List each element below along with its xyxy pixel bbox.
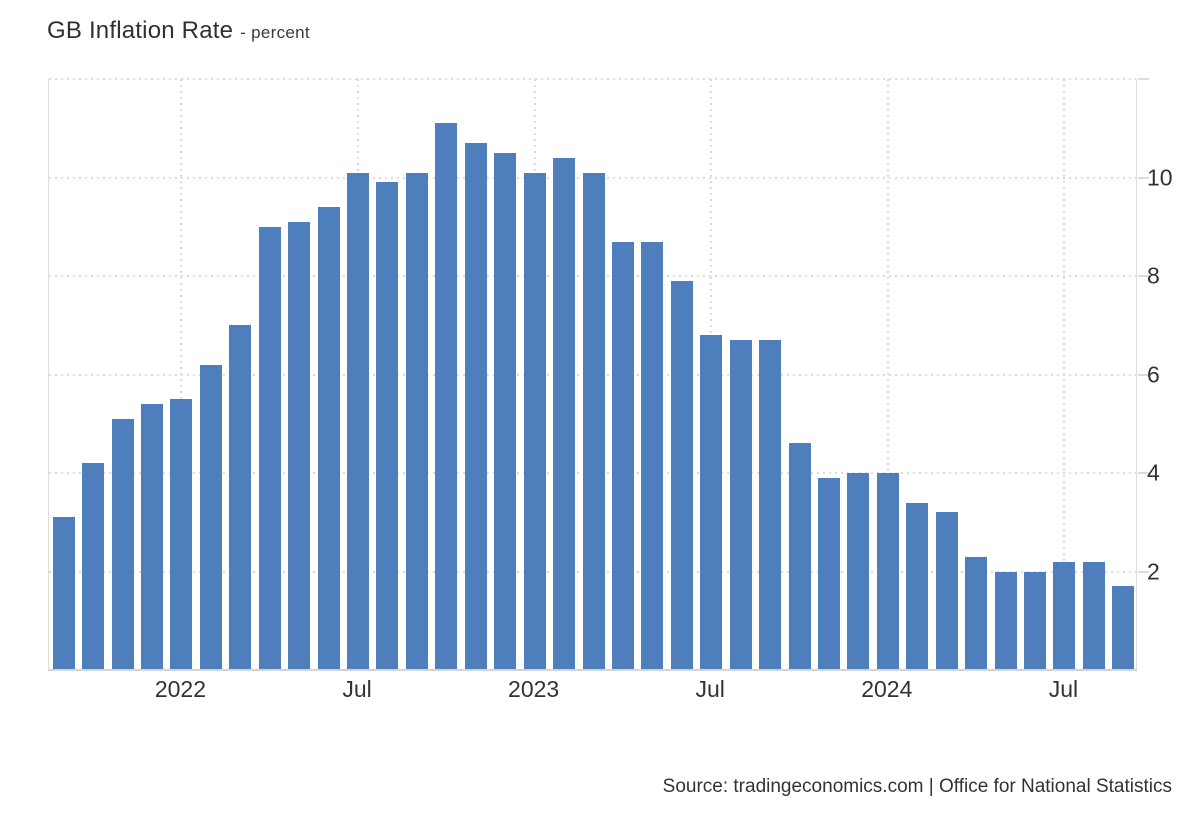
bar-jul-2024[interactable] xyxy=(1053,561,1076,670)
bar-nov-2021[interactable] xyxy=(111,418,134,670)
bar-jul-2023[interactable] xyxy=(700,335,723,670)
bar-feb-2024[interactable] xyxy=(906,502,929,670)
bar-oct-2021[interactable] xyxy=(82,463,105,670)
v-gridline-jul xyxy=(1063,79,1066,670)
x-axis-line xyxy=(48,669,1137,671)
bar-dec-2022[interactable] xyxy=(494,152,517,670)
chart-title-text: GB Inflation Rate xyxy=(47,17,234,44)
bar-sep-2024[interactable] xyxy=(1112,586,1135,670)
bar-jan-2023[interactable] xyxy=(523,172,546,670)
bar-may-2023[interactable] xyxy=(641,241,664,670)
x-axis-label-2024-28: 2024 xyxy=(861,676,913,702)
bar-may-2024[interactable] xyxy=(994,571,1017,670)
bar-apr-2023[interactable] xyxy=(611,241,634,670)
bar-feb-2022[interactable] xyxy=(199,364,222,670)
bar-sep-2023[interactable] xyxy=(759,340,782,670)
x-axis-label-jul-22: Jul xyxy=(695,676,725,702)
x-axis-label-2022-4: 2022 xyxy=(154,676,207,702)
y-axis-label-6: 6 xyxy=(1147,361,1160,387)
bar-aug-2023[interactable] xyxy=(729,340,752,670)
y-axis-label-10: 10 xyxy=(1147,164,1173,190)
bar-jan-2022[interactable] xyxy=(170,399,193,670)
h-gridline-12 xyxy=(49,78,1136,80)
bar-mar-2023[interactable] xyxy=(582,172,605,670)
bar-oct-2023[interactable] xyxy=(788,443,811,670)
bar-oct-2022[interactable] xyxy=(435,123,458,670)
bar-apr-2024[interactable] xyxy=(965,556,988,670)
bar-dec-2023[interactable] xyxy=(847,473,870,670)
x-axis-label-jul-10: Jul xyxy=(342,676,372,702)
bar-may-2022[interactable] xyxy=(288,221,311,670)
bar-sep-2021[interactable] xyxy=(52,517,75,670)
bar-jan-2024[interactable] xyxy=(876,473,899,670)
bar-aug-2024[interactable] xyxy=(1082,561,1105,670)
y-axis-label-8: 8 xyxy=(1147,262,1160,289)
y-axis-label-2: 2 xyxy=(1147,558,1160,584)
y-tick-mark-6 xyxy=(1138,373,1149,376)
bar-mar-2022[interactable] xyxy=(229,325,252,670)
bar-nov-2022[interactable] xyxy=(464,143,487,670)
bar-aug-2022[interactable] xyxy=(376,182,399,670)
bar-jun-2024[interactable] xyxy=(1023,571,1046,670)
bar-sep-2022[interactable] xyxy=(405,172,428,670)
x-axis-label-2023-16: 2023 xyxy=(508,676,560,702)
y-tick-mark-10 xyxy=(1138,176,1149,179)
y-tick-mark-12 xyxy=(1138,78,1149,80)
bar-jun-2023[interactable] xyxy=(670,280,693,670)
y-tick-mark-2 xyxy=(1138,570,1149,573)
chart-title: GB Inflation Rate - percent xyxy=(47,17,310,45)
v-gridline-2022 xyxy=(180,79,183,670)
x-axis-label-jul-34: Jul xyxy=(1048,676,1079,702)
bar-apr-2022[interactable] xyxy=(258,226,281,670)
y-axis-label-4: 4 xyxy=(1147,459,1160,486)
bar-feb-2023[interactable] xyxy=(553,157,576,670)
plot-area xyxy=(48,78,1137,670)
source-attribution: Source: tradingeconomics.com | Office fo… xyxy=(662,776,1172,797)
chart-subtitle-text: - percent xyxy=(240,23,310,42)
v-gridline-2024 xyxy=(886,79,889,670)
y-tick-mark-4 xyxy=(1138,472,1149,474)
bar-mar-2024[interactable] xyxy=(935,512,958,670)
bar-dec-2021[interactable] xyxy=(141,404,163,670)
bar-nov-2023[interactable] xyxy=(817,477,840,670)
y-tick-mark-8 xyxy=(1138,275,1149,277)
bar-jun-2022[interactable] xyxy=(317,207,340,670)
bar-jul-2022[interactable] xyxy=(347,172,370,670)
